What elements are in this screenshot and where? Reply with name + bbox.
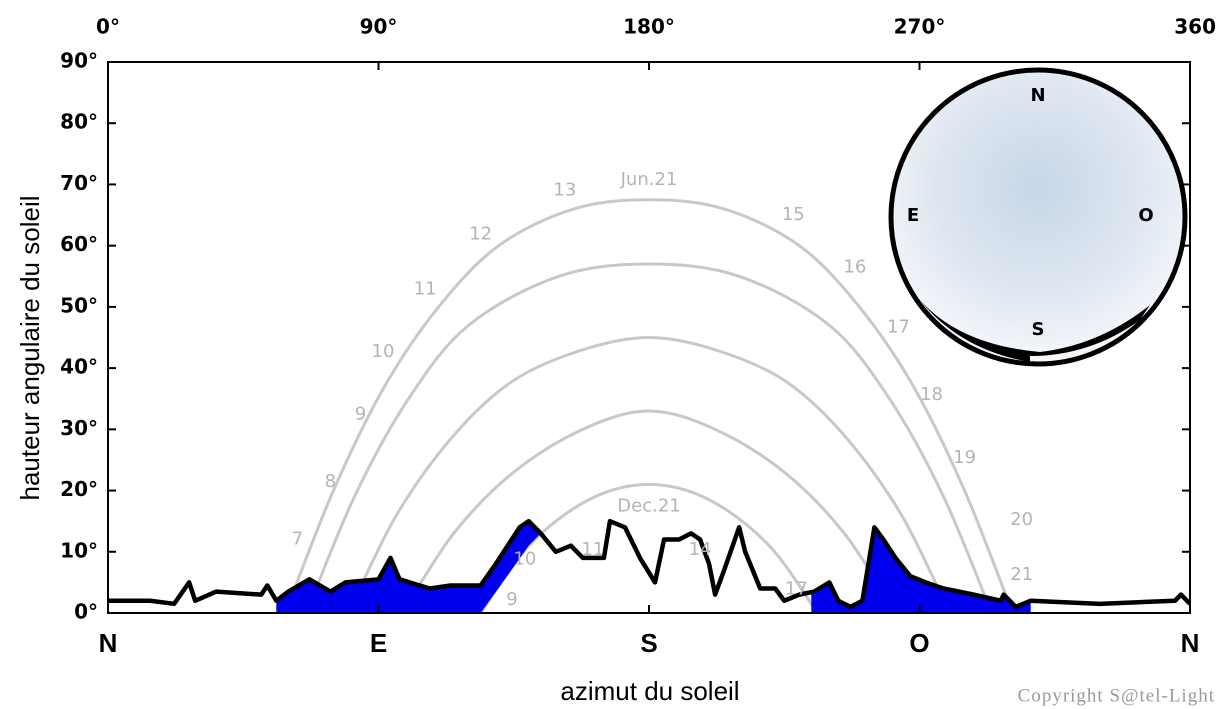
sun-path (401, 409, 897, 613)
y-tick-label: 40° (60, 355, 98, 379)
hour-label: 17 (785, 579, 808, 600)
x2-tick-label: 90° (360, 15, 398, 39)
inset-label: O (1138, 205, 1153, 226)
hour-label: 16 (843, 257, 866, 278)
hour-label: 11 (581, 539, 604, 560)
plot-area: Jun.21 Dec.21 7 8 9 10 11 12 13 15 16 17 18 19 20 21 9 10… (108, 169, 1190, 613)
hour-label: 7 (292, 529, 303, 550)
x2-tick-label: 270° (894, 15, 946, 39)
y-tick-label: 50° (60, 293, 98, 317)
hour-label: 13 (553, 180, 576, 201)
hour-label: 18 (920, 384, 943, 405)
hour-label: 9 (506, 589, 517, 610)
sun-path (347, 335, 951, 613)
x-axis-title: azimut du soleil (560, 676, 739, 706)
inset-label: N (1030, 85, 1045, 106)
hour-label: 19 (953, 447, 976, 468)
y-axis-title: hauteur angulaire du soleil (15, 196, 45, 501)
fisheye-inset: N E O S (888, 67, 1188, 367)
hour-label: 14 (689, 539, 712, 560)
shade-area (276, 521, 541, 613)
y-tick-label: 20° (60, 477, 98, 501)
sun-path (304, 262, 994, 613)
x-tick-label: O (909, 628, 929, 658)
hour-label: 17 (887, 317, 910, 338)
hour-label: 8 (325, 471, 336, 492)
y-tick-label: 60° (60, 232, 98, 256)
x-tick-label: N (1181, 628, 1200, 658)
hour-label: 9 (355, 404, 366, 425)
hour-label: 12 (469, 224, 492, 245)
hour-label: 20 (1010, 509, 1033, 530)
copyright: Copyright S@tel-Light (1018, 685, 1215, 706)
x2-tick-label: 0° (96, 15, 120, 39)
sun-path-label: Dec.21 (617, 495, 680, 516)
y-tick-label: 30° (60, 416, 98, 440)
sun-path (283, 198, 1015, 613)
inset-label: S (1032, 319, 1045, 340)
hour-label: 11 (414, 279, 437, 300)
inset-label: E (907, 205, 919, 226)
horizon-line (108, 518, 1190, 610)
y-tick-label: 90° (60, 49, 98, 73)
x2-tick-label: 180° (623, 15, 675, 39)
x-tick-label: E (370, 628, 387, 658)
y-tick-label: 0° (74, 600, 98, 624)
x2-tick-label: 360 (1174, 15, 1216, 39)
x-tick-label: S (640, 628, 657, 658)
hour-label: 10 (513, 549, 536, 570)
y-tick-label: 70° (60, 171, 98, 195)
hour-label: 10 (372, 341, 395, 362)
axes: 0°10°20°30°40°50°60°70°80°90°N E S O N0° 90° 1… (60, 15, 1216, 658)
x-tick-label: N (99, 628, 118, 658)
hour-label: 15 (782, 204, 805, 225)
hour-label: 21 (1010, 564, 1033, 585)
sky-image (888, 67, 1188, 367)
sun-path-label: Jun.21 (620, 169, 678, 190)
y-tick-label: 80° (60, 110, 98, 134)
y-tick-label: 10° (60, 538, 98, 562)
